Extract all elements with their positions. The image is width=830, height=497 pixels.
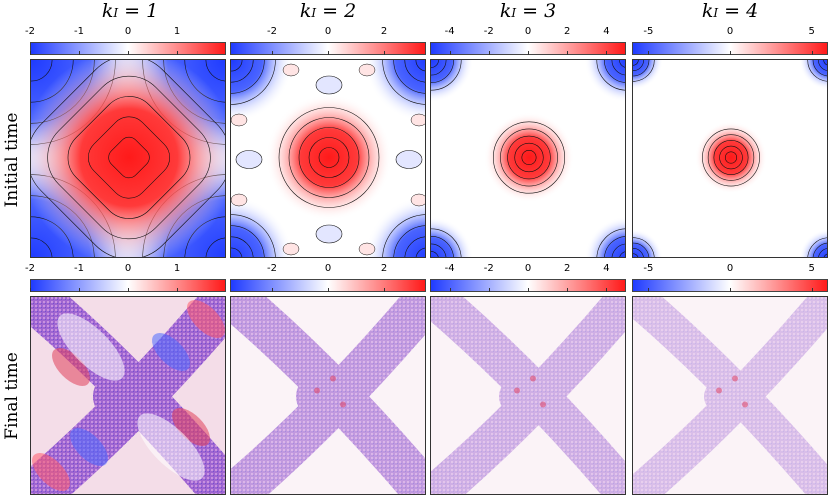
colorbar-tick-mark bbox=[528, 51, 529, 55]
colorbar-tick-mark bbox=[79, 288, 80, 292]
colorbar-tick-label: -2 bbox=[267, 263, 277, 274]
colorbar-tick-label: 2 bbox=[380, 263, 388, 274]
colorbar-tick-label: -2 bbox=[483, 26, 494, 37]
colorbar-tick-mark bbox=[449, 288, 451, 292]
colorbar-tick-label: 0 bbox=[124, 26, 132, 37]
colorbar-tick-label: -2 bbox=[25, 26, 35, 37]
colorbar-tick-label: 4 bbox=[603, 263, 610, 274]
row-label-final: Final time bbox=[2, 352, 22, 440]
colorbar-tick-mark bbox=[384, 51, 385, 55]
colorbar-tick-label: 2 bbox=[564, 263, 571, 274]
colorbar-tick-label: -4 bbox=[444, 26, 455, 37]
colorbar-tick-label: -2 bbox=[25, 263, 35, 274]
colorbar-tick-label: 0 bbox=[324, 263, 332, 274]
colorbar-tick-mark bbox=[811, 288, 813, 292]
heatmap-svg bbox=[431, 297, 625, 494]
colorbar-tick-label: -5 bbox=[643, 263, 654, 274]
column-title-4: kI = 4 bbox=[701, 0, 759, 22]
colorbar-tick-mark bbox=[811, 51, 813, 55]
colorbar-tick-mark bbox=[128, 288, 129, 292]
heatmap-svg bbox=[231, 297, 425, 494]
colorbar-tick-label: 1 bbox=[173, 263, 181, 274]
heatmap-final-panel bbox=[430, 296, 626, 495]
column-title-1: kI = 1 bbox=[101, 0, 159, 22]
colorbar-tick-mark bbox=[730, 288, 731, 292]
row-label-initial: Initial time bbox=[2, 112, 22, 208]
heatmap-final-panel bbox=[230, 296, 426, 495]
colorbar-tick-mark bbox=[567, 51, 569, 55]
colorbar-tick-mark bbox=[328, 288, 329, 292]
colorbar-tick-mark bbox=[449, 51, 451, 55]
heatmap-svg bbox=[633, 297, 827, 494]
colorbar-tick-label: 0 bbox=[524, 26, 532, 37]
heatmap-svg bbox=[633, 60, 827, 257]
colorbar-tick-label: -1 bbox=[74, 263, 84, 274]
heatmap-svg bbox=[31, 297, 225, 494]
heatmap-svg bbox=[31, 60, 225, 257]
heatmap-initial-panel bbox=[230, 59, 426, 258]
colorbar-tick-mark bbox=[79, 51, 80, 55]
colorbar-tick-mark bbox=[567, 288, 569, 292]
colorbar-tick-mark bbox=[272, 51, 273, 55]
colorbar-tick-label: -2 bbox=[483, 263, 494, 274]
colorbar-tick-mark bbox=[488, 288, 490, 292]
colorbar-tick-label: 0 bbox=[124, 263, 132, 274]
heatmap-svg bbox=[231, 60, 425, 257]
heatmap-final-panel bbox=[30, 296, 226, 495]
heatmap-initial-panel bbox=[430, 59, 626, 258]
colorbar-tick-mark bbox=[272, 288, 273, 292]
heatmap-initial-panel bbox=[30, 59, 226, 258]
heatmap-initial-panel bbox=[632, 59, 828, 258]
colorbar-tick-label: 2 bbox=[564, 26, 571, 37]
column-title-2: kI = 2 bbox=[299, 0, 357, 22]
colorbar-tick-label: -1 bbox=[74, 26, 84, 37]
heatmap-svg bbox=[431, 60, 625, 257]
colorbar-tick-mark bbox=[648, 51, 650, 55]
colorbar-tick-mark bbox=[177, 51, 178, 55]
colorbar-tick-label: 2 bbox=[380, 26, 388, 37]
colorbar-tick-mark bbox=[648, 288, 650, 292]
colorbar-tick-label: 0 bbox=[726, 263, 734, 274]
colorbar-tick-label: -4 bbox=[444, 263, 455, 274]
colorbar-tick-mark bbox=[328, 51, 329, 55]
colorbar-tick-label: -2 bbox=[267, 26, 277, 37]
colorbar-tick-label: 5 bbox=[808, 26, 815, 37]
colorbar-tick-label: -5 bbox=[643, 26, 654, 37]
colorbar-tick-mark bbox=[384, 288, 385, 292]
colorbar-tick-label: 0 bbox=[524, 263, 532, 274]
colorbar-tick-label: 5 bbox=[808, 263, 815, 274]
colorbar-tick-mark bbox=[177, 288, 178, 292]
heatmap-final-panel bbox=[632, 296, 828, 495]
column-title-3: kI = 3 bbox=[499, 0, 557, 22]
colorbar-tick-mark bbox=[128, 51, 129, 55]
colorbar-tick-label: 0 bbox=[324, 26, 332, 37]
colorbar-tick-label: 1 bbox=[173, 26, 181, 37]
colorbar-tick-mark bbox=[488, 51, 490, 55]
colorbar-tick-mark bbox=[528, 288, 529, 292]
colorbar-tick-mark bbox=[730, 51, 731, 55]
colorbar-tick-mark bbox=[606, 288, 608, 292]
colorbar-tick-mark bbox=[30, 288, 31, 292]
colorbar-tick-mark bbox=[606, 51, 608, 55]
colorbar-tick-label: 0 bbox=[726, 26, 734, 37]
colorbar-tick-label: 4 bbox=[603, 26, 610, 37]
colorbar-tick-mark bbox=[30, 51, 31, 55]
